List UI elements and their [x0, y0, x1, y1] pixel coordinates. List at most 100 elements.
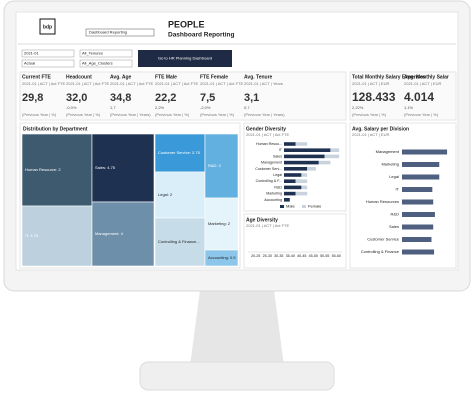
- kpi-change: 2,2%: [155, 105, 165, 110]
- bar: [402, 212, 435, 217]
- kpi-change: 2,22%: [352, 105, 364, 110]
- treemap-tile: [204, 197, 239, 251]
- kpi-panel: [349, 71, 457, 121]
- chart-subtitle: 2021-01 | ACT | Act FTE: [246, 132, 289, 137]
- monitor-base: [139, 361, 335, 391]
- treemap-label: IT: 4.75: [25, 233, 39, 238]
- category-label: Controlling & F...: [256, 179, 282, 183]
- category-label: Customer Serv...: [255, 167, 282, 171]
- bar: [402, 249, 435, 255]
- kpi-label: Headcount: [66, 74, 92, 80]
- filter-text[interactable]: Actual: [24, 61, 35, 66]
- kpi-label: Current FTE: [22, 74, 52, 80]
- category-label: Accounting: [264, 198, 282, 202]
- kpi-sub: 2021-01 | ACT | EUR: [352, 81, 389, 86]
- treemap-label: R&D: 2: [208, 163, 222, 168]
- legend-swatch: [302, 205, 306, 208]
- bar: [402, 174, 440, 180]
- x-tick-label: 20-25: [251, 254, 260, 258]
- category-label: Legal: [389, 174, 399, 179]
- logo-box: [39, 18, 56, 35]
- page-title: PEOPLE: [168, 19, 205, 29]
- bar-segment: [284, 167, 308, 171]
- kpi-label: Avg. Monthly Salar: [404, 74, 449, 80]
- bar-segment: [324, 154, 340, 159]
- filter[interactable]: [79, 49, 133, 58]
- kpi-sub: 2021-01 | ACT | Years: [244, 81, 283, 86]
- filter-text[interactable]: All_Tenures: [82, 51, 103, 56]
- kpi-note: (Previous Year | %): [352, 112, 387, 117]
- filter-text[interactable]: 2021-01: [24, 51, 39, 56]
- kpi-value: 4.014: [404, 90, 434, 104]
- kpi-panel: [19, 71, 347, 121]
- chart-title: Age Diversity: [246, 217, 278, 223]
- category-label: Marketing: [381, 162, 399, 167]
- monitor-neck: [190, 290, 284, 366]
- bar-segment: [284, 191, 296, 196]
- bar: [402, 237, 432, 242]
- category-label: Sales: [273, 154, 282, 158]
- filter-text[interactable]: All_Age_Clusters: [82, 61, 113, 66]
- logo: bdp: [43, 24, 52, 30]
- bar-segment: [284, 154, 325, 159]
- category-label: R&D: [391, 212, 400, 217]
- kpi-value: 22,2: [155, 92, 176, 104]
- treemap-label: Sales: 4.75: [95, 165, 116, 170]
- planning-button-text[interactable]: Go to HR Planning Dashboard: [158, 56, 212, 61]
- dropdown-text[interactable]: Dashboard Reporting: [89, 30, 127, 35]
- bar-segment: [295, 142, 308, 146]
- bar: [402, 149, 448, 155]
- kpi-value: 29,8: [22, 92, 43, 104]
- treemap-tile: [154, 217, 206, 267]
- filter[interactable]: [79, 59, 133, 68]
- bar: [402, 187, 433, 192]
- bar: [402, 199, 434, 205]
- bar-segment: [284, 148, 331, 152]
- bar: [402, 224, 434, 230]
- category-label: Customer Service: [367, 237, 400, 242]
- kpi-change: 1,1%: [404, 105, 414, 110]
- legend-swatch: [280, 205, 284, 208]
- bar-segment: [301, 173, 308, 177]
- category-label: Management: [376, 149, 400, 154]
- legend-label: Male: [286, 204, 295, 209]
- filter[interactable]: [21, 59, 75, 68]
- kpi-sub: 2021-01 | ACT | Act FTE: [155, 81, 198, 86]
- kpi-sub: 2021-01 | ACT | Act FTE: [200, 81, 243, 86]
- x-tick-label: 30-35: [274, 254, 283, 258]
- x-tick-label: 40-45: [297, 254, 306, 258]
- kpi-note: (Previous Year | %): [200, 112, 235, 117]
- kpi-note: (Previous Year | %): [155, 112, 190, 117]
- bar-segment: [307, 167, 316, 171]
- treemap-label: Management: 4: [95, 231, 124, 236]
- treemap-title: Distribution by Department: [23, 126, 88, 132]
- chart-subtitle: 2021-01 | ACT | EUR: [352, 132, 389, 137]
- kpi-change: -2,0%: [200, 105, 211, 110]
- treemap-label: Human Resource: 2: [25, 167, 61, 172]
- kpi-sub: 2021-01 | ACT | Act FTE: [22, 81, 65, 86]
- kpi-change: -0.0%: [66, 105, 77, 110]
- kpi-label: Avg. Tenure: [244, 74, 273, 80]
- x-tick-label: 35-40: [286, 254, 295, 258]
- bar-segment: [284, 142, 296, 146]
- category-label: Legal: [273, 173, 282, 177]
- bar-segment: [284, 198, 290, 202]
- kpi-note: (Previous Year | %): [22, 112, 57, 117]
- chart-title: Gender Diversity: [246, 126, 286, 132]
- kpi-value: 7,5: [200, 92, 215, 104]
- treemap-tile: [204, 133, 239, 199]
- planning-button[interactable]: [138, 50, 232, 67]
- treemap-tile: [21, 205, 93, 267]
- dropdown[interactable]: [85, 28, 155, 37]
- kpi-change: 1,7: [110, 105, 116, 110]
- category-label: Management: [261, 161, 282, 165]
- salary-panel: [349, 122, 457, 269]
- kpi-value: 128.433: [352, 90, 396, 104]
- category-label: Controlling & Finance: [361, 249, 400, 254]
- legend-label: Female: [308, 204, 322, 209]
- kpi-note: (Previous Year | %): [404, 112, 439, 117]
- filter[interactable]: [21, 49, 75, 58]
- kpi-note: (Previous Year | %): [66, 112, 101, 117]
- bar-segment: [301, 185, 308, 190]
